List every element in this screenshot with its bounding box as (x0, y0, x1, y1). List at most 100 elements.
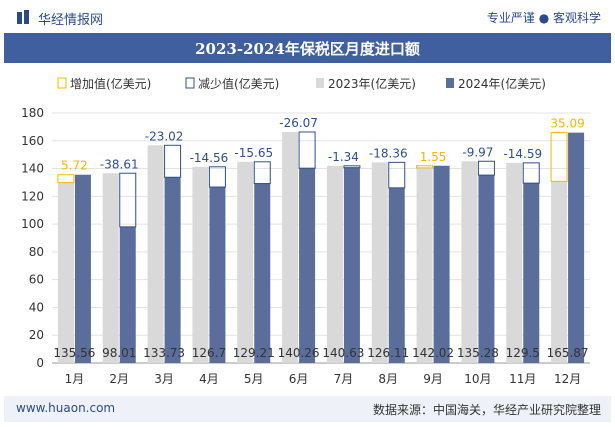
footer-source: 数据来源：中国海关，华经产业研究院整理 (372, 403, 601, 417)
footer-url[interactable]: www.huaon.com (16, 401, 116, 415)
x-tick-label: 7月 (334, 372, 354, 386)
bar-2024 (388, 187, 405, 363)
change-label: 5.72 (61, 159, 88, 173)
x-tick-label: 11月 (509, 372, 536, 386)
y-tick-label: 100 (21, 217, 44, 231)
decrease-box (388, 161, 406, 189)
bar-2024 (478, 175, 495, 363)
value-label-2024: 135.28 (457, 346, 499, 360)
value-label-2024: 133.73 (143, 346, 185, 360)
value-label-2024: 165.87 (547, 346, 589, 360)
y-tick-label: 140 (21, 162, 44, 176)
change-label: -1.34 (328, 150, 359, 164)
bar-2024 (74, 174, 91, 363)
value-label-2024: 126.11 (367, 346, 409, 360)
change-label: 35.09 (550, 117, 584, 131)
y-tick-label: 120 (21, 189, 44, 203)
x-tick-label: 2月 (109, 372, 129, 386)
top-bar: 华经情报网 专业严谨 ● 客观科学 (0, 0, 615, 33)
bar-2023 (192, 166, 209, 363)
increase-box (550, 132, 568, 182)
value-label-2024: 140.63 (322, 346, 364, 360)
bar-2023 (102, 173, 119, 363)
bar-2024 (568, 132, 585, 363)
legend-label: 2024年(亿美元) (458, 76, 546, 91)
x-tick-label: 5月 (244, 372, 264, 386)
legend-label: 2023年(亿美元) (328, 76, 416, 91)
bar-2024 (119, 226, 136, 363)
x-tick-label: 6月 (289, 372, 309, 386)
legend-swatch-decrease (185, 77, 195, 89)
decrease-box (477, 160, 495, 176)
change-label: -14.56 (190, 151, 229, 165)
x-tick-label: 12月 (554, 372, 581, 386)
site-name: 华经情报网 (38, 13, 104, 28)
bar-2024 (523, 183, 540, 363)
decrease-box (522, 162, 540, 184)
change-label: -18.36 (369, 146, 408, 160)
value-label-2024: 126.7 (192, 346, 226, 360)
y-tick-label: 160 (21, 134, 44, 148)
bar-2024 (209, 187, 226, 363)
legend-swatch-increase (57, 77, 67, 89)
bar-2023 (551, 181, 568, 363)
increase-box (416, 165, 434, 169)
y-tick-label: 60 (29, 273, 44, 287)
slogan: 专业严谨 ● 客观科学 (486, 11, 601, 25)
change-label: 1.55 (420, 150, 447, 164)
legend-label: 减少值(亿美元) (198, 76, 279, 91)
bar-2023 (282, 131, 299, 363)
x-tick-label: 10月 (464, 372, 491, 386)
bar-2023 (506, 162, 523, 363)
bar-2024 (254, 183, 271, 363)
x-tick-label: 9月 (423, 372, 443, 386)
legend-swatch-2024 (446, 78, 454, 88)
value-label-2024: 98.01 (102, 346, 136, 360)
decrease-box (298, 131, 316, 169)
chart: 0 20 40 60 80 100 120 140 160 180 增加值(亿美元) 减少值(亿美元)… (21, 76, 590, 386)
y-tick-label: 80 (29, 245, 44, 259)
value-label-2024: 135.56 (53, 346, 95, 360)
bar-2023 (237, 161, 254, 363)
decrease-box (343, 165, 361, 169)
y-tick-label: 20 (29, 328, 44, 342)
legend-label: 增加值(亿美元) (70, 76, 151, 91)
change-label: -14.59 (503, 147, 542, 161)
y-tick-label: 0 (36, 356, 44, 370)
increase-box (57, 174, 75, 184)
value-label-2024: 129.5 (506, 346, 540, 360)
bar-2023 (326, 165, 343, 363)
chart-title: 2023-2024年保税区月度进口额 (195, 40, 420, 58)
decrease-box (119, 172, 137, 228)
bar-logo-icon (17, 10, 29, 24)
change-label: -23.02 (145, 129, 184, 143)
footer: www.huaon.com 数据来源：中国海关，华经产业研究院整理 (4, 396, 611, 422)
change-label: -9.97 (462, 145, 493, 159)
decrease-box (208, 166, 226, 188)
x-tick-label: 8月 (378, 372, 398, 386)
y-tick-label: 40 (29, 300, 44, 314)
legend-swatch-2023 (316, 78, 324, 88)
bar-2023 (416, 167, 433, 363)
x-tick-label: 4月 (199, 372, 219, 386)
x-tick-label: 1月 (65, 372, 85, 386)
x-tick-label: 3月 (154, 372, 174, 386)
change-label: -15.65 (234, 146, 273, 160)
y-tick-label: 180 (21, 106, 44, 120)
change-label: -38.61 (100, 157, 139, 171)
bar-2024 (433, 165, 450, 363)
value-label-2024: 140.26 (278, 346, 320, 360)
bar-2023 (371, 162, 388, 363)
bar-2023 (57, 182, 74, 363)
decrease-box (253, 161, 271, 185)
bar-2024 (343, 167, 360, 363)
bar-2024 (299, 168, 316, 363)
change-label: -26.07 (279, 116, 318, 130)
value-label-2024: 142.02 (412, 346, 454, 360)
title-bar: 2023-2024年保税区月度进口额 (4, 33, 611, 63)
bar-2023 (461, 161, 478, 363)
value-label-2024: 129.21 (233, 346, 275, 360)
bar-2024 (164, 177, 181, 363)
decrease-box (164, 144, 182, 178)
bar-2023 (147, 145, 164, 363)
